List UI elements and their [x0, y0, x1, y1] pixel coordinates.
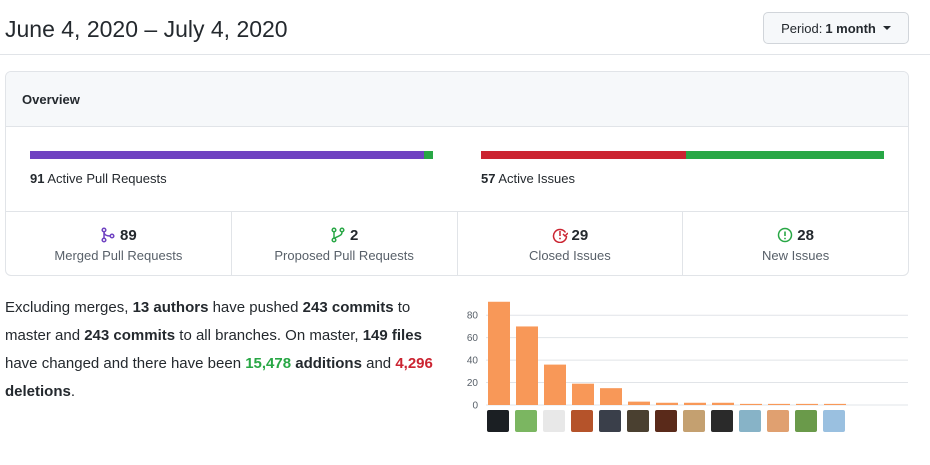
summary-text: to master and: [5, 299, 411, 344]
proposed-label: Proposed Pull Requests: [274, 247, 414, 263]
avatar-icon[interactable]: [515, 410, 537, 432]
avatar-icon[interactable]: [795, 410, 817, 432]
active-issues-count: 57: [481, 171, 496, 186]
pull-requests-progress-bar[interactable]: [30, 151, 433, 159]
stat-closed-issues[interactable]: 29 Closed Issues: [458, 212, 684, 275]
contributor-bar[interactable]: [740, 403, 762, 405]
stat-merged-pull-requests[interactable]: 89 Merged Pull Requests: [6, 212, 232, 275]
y-tick-label: 80: [467, 311, 479, 322]
caret-down-icon: [882, 26, 891, 30]
new-count: 28: [797, 226, 814, 244]
overview-header: Overview: [6, 72, 908, 127]
active-pull-requests-count: 91: [30, 171, 45, 186]
commits-all-branches: 243 commits: [84, 327, 176, 344]
contributor-bar[interactable]: [656, 402, 678, 405]
active-pull-requests-link[interactable]: 91 Active Pull Requests: [30, 171, 167, 186]
contributor-bar[interactable]: [796, 403, 818, 405]
pr-open-segment: [424, 151, 433, 159]
proposed-count: 2: [349, 226, 359, 244]
active-pull-requests-label: Active Pull Requests: [47, 171, 167, 186]
period-value: 1 month: [825, 20, 876, 36]
git-pull-request-icon: [330, 227, 346, 243]
issues-open-segment: [686, 151, 884, 159]
deletions-count: 4,296: [395, 355, 433, 372]
avatar-icon[interactable]: [599, 410, 621, 432]
pulse-header: June 4, 2020 – July 4, 2020 Period: 1 mo…: [0, 0, 930, 55]
avatar-icon[interactable]: [487, 410, 509, 432]
date-range-title: June 4, 2020 – July 4, 2020: [5, 16, 288, 42]
new-label: New Issues: [762, 247, 830, 263]
issue-opened-icon: [777, 227, 793, 243]
summary-text: Excluding merges,: [5, 299, 133, 316]
contributors-bar-chart: 0 20 40 60 80: [460, 300, 910, 440]
period-label: Period:: [781, 20, 823, 36]
contributors-chart-svg: 0 20 40 60 80: [467, 301, 908, 411]
contributor-bar[interactable]: [544, 364, 566, 405]
avatar-icon[interactable]: [543, 410, 565, 432]
overview-panel: Overview 91 Active Pull Requests 57 Acti…: [5, 71, 909, 276]
additions-word: additions: [291, 355, 362, 372]
contributor-bar[interactable]: [572, 383, 594, 405]
active-issues-link[interactable]: 57 Active Issues: [481, 171, 575, 186]
contributor-bar[interactable]: [600, 388, 622, 405]
avatar-icon[interactable]: [571, 410, 593, 432]
stat-proposed-pull-requests[interactable]: 2 Proposed Pull Requests: [232, 212, 458, 275]
authors-count: 13 authors: [132, 299, 209, 316]
merged-count: 89: [120, 226, 137, 244]
period-dropdown-button[interactable]: Period: 1 month: [763, 12, 909, 44]
contributor-bar[interactable]: [684, 402, 706, 405]
commits-master: 243 commits: [302, 299, 394, 316]
overview-stats: 89 Merged Pull Requests 2 Proposed Pull …: [6, 212, 908, 275]
summary-text: have changed and there have been: [5, 355, 246, 372]
overview-bars: 91 Active Pull Requests 57 Active Issues: [6, 127, 908, 212]
closed-label: Closed Issues: [529, 247, 611, 263]
active-issues-label: Active Issues: [498, 171, 575, 186]
contributor-bar[interactable]: [824, 403, 846, 405]
issue-closed-icon: [552, 227, 568, 243]
avatar-icon[interactable]: [627, 410, 649, 432]
issues-progress-bar[interactable]: [481, 151, 884, 159]
deletions-word: deletions: [5, 383, 71, 400]
closed-count: 29: [571, 226, 589, 244]
y-tick-label: 40: [467, 356, 479, 367]
commit-summary: Excluding merges, 13 authors have pushed…: [5, 294, 435, 406]
avatar-icon[interactable]: [683, 410, 705, 432]
avatar-icon[interactable]: [711, 410, 733, 432]
files-changed: 149 files: [362, 327, 422, 344]
merged-label: Merged Pull Requests: [54, 247, 183, 263]
avatar-icon[interactable]: [655, 410, 677, 432]
avatar-icon[interactable]: [739, 410, 761, 432]
summary-text: to all branches. On master,: [175, 327, 363, 344]
contributor-bar[interactable]: [488, 301, 510, 405]
summary-text: and: [361, 355, 396, 372]
avatar-icon[interactable]: [767, 410, 789, 432]
summary-text: .: [70, 383, 76, 400]
contributor-bar[interactable]: [516, 326, 538, 405]
summary-text: have pushed: [208, 299, 303, 316]
git-merge-icon: [100, 227, 116, 243]
avatar-icon[interactable]: [823, 410, 845, 432]
y-tick-label: 20: [467, 378, 479, 389]
y-tick-label: 0: [472, 401, 478, 411]
contributor-bar[interactable]: [712, 402, 734, 405]
overview-title: Overview: [22, 91, 80, 107]
contributor-bar[interactable]: [628, 401, 650, 405]
stat-new-issues[interactable]: 28 New Issues: [683, 212, 908, 275]
contributor-bar[interactable]: [768, 403, 790, 405]
additions-count: 15,478: [245, 355, 292, 372]
pr-merged-segment: [30, 151, 425, 159]
issues-closed-segment: [481, 151, 687, 159]
y-tick-label: 60: [467, 333, 479, 344]
